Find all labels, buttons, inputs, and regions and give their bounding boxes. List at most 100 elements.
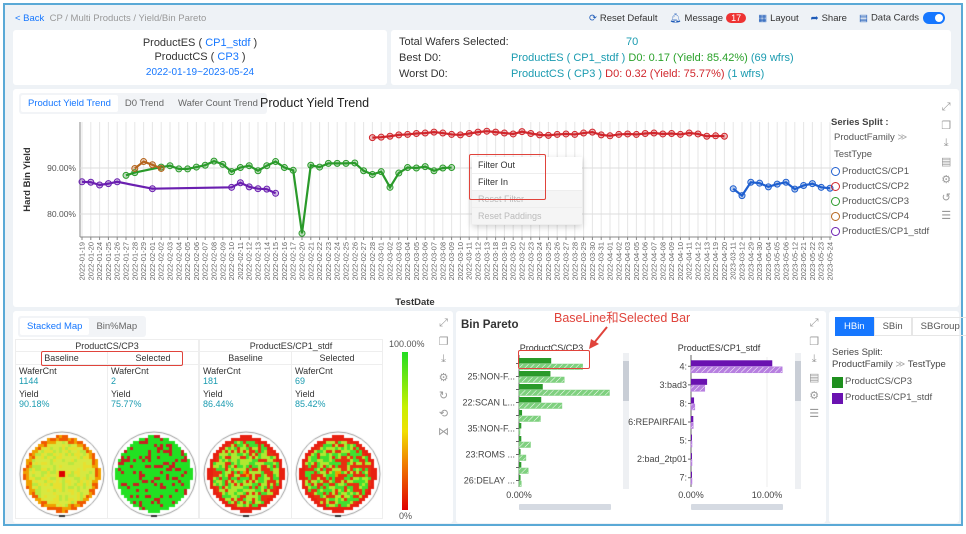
baseline-bar[interactable] [691, 360, 773, 367]
expand-icon[interactable]: ⤢ [439, 317, 448, 329]
reset-icon[interactable]: ↺ [941, 192, 951, 204]
data-point[interactable] [544, 131, 552, 139]
data-point[interactable] [500, 129, 508, 137]
download-icon[interactable]: ⤓ [943, 137, 949, 149]
data-point[interactable] [131, 164, 139, 172]
data-point[interactable] [395, 131, 403, 139]
baseline-bar[interactable] [691, 397, 695, 404]
split-chips[interactable]: ProductFamily ≫ TestType [832, 359, 946, 371]
data-point[interactable] [377, 168, 385, 176]
data-point[interactable] [236, 164, 244, 172]
tab-sbin[interactable]: SBin [873, 317, 912, 336]
data-point[interactable] [157, 164, 165, 172]
data-point[interactable] [412, 130, 420, 137]
data-cards-toggle[interactable]: ▤ Data Cards [859, 12, 945, 24]
data-point[interactable] [536, 131, 544, 139]
tab-d0-trend[interactable]: D0 Trend [124, 98, 164, 109]
message-button[interactable]: 🔔︎ Message 17 [669, 12, 747, 24]
pareto-charts[interactable]: ProductCS/CP3 25:NON-F... 22:SCAN L... 35:N… [5, 5, 835, 534]
settings-icon[interactable]: ⚙ [809, 390, 820, 402]
download-icon[interactable]: ⤓ [441, 353, 446, 365]
data-point[interactable] [421, 129, 429, 137]
data-point[interactable] [272, 158, 280, 166]
tab-wafer-count-trend[interactable]: Wafer Count Trend [178, 98, 258, 109]
data-point[interactable] [386, 183, 394, 191]
selected-bar[interactable] [690, 459, 693, 466]
copy-icon[interactable]: ❐ [438, 336, 449, 348]
data-point[interactable] [615, 130, 623, 138]
legend-item[interactable]: ProductCS/CP3 [831, 196, 929, 207]
selected-bar[interactable] [518, 467, 529, 474]
data-point[interactable] [650, 129, 658, 137]
data-point[interactable] [245, 162, 253, 170]
series-line-productcs-cp3[interactable] [125, 159, 452, 234]
horizontal-scrollbar[interactable] [519, 504, 611, 510]
data-point[interactable] [96, 181, 104, 189]
data-point[interactable] [316, 163, 324, 171]
data-point[interactable] [263, 185, 271, 193]
data-point[interactable] [166, 162, 174, 170]
data-point[interactable] [148, 185, 156, 193]
baseline-bar[interactable] [519, 410, 523, 416]
data-point[interactable] [571, 130, 579, 138]
data-point[interactable] [289, 166, 297, 174]
selected-bar[interactable] [518, 402, 563, 409]
data-point[interactable] [782, 178, 790, 186]
data-point[interactable] [808, 180, 816, 188]
breadcrumb-cp[interactable]: CP [49, 13, 63, 24]
data-point[interactable] [694, 130, 702, 138]
data-point[interactable] [113, 178, 121, 186]
tab-hbin[interactable]: HBin [835, 317, 874, 336]
data-point[interactable] [148, 161, 156, 169]
reset-default-button[interactable]: ⟳ Reset Default [589, 13, 658, 24]
scroll-thumb[interactable] [795, 361, 801, 401]
split-chip-test-type[interactable]: TestType [834, 149, 873, 160]
data-point[interactable] [87, 178, 95, 186]
data-point[interactable] [527, 130, 535, 137]
data-point[interactable] [562, 130, 570, 138]
data-point[interactable] [791, 185, 799, 193]
selected-bar[interactable] [518, 480, 522, 487]
data-point[interactable] [659, 130, 667, 138]
data-point[interactable] [773, 180, 781, 188]
data-point[interactable] [553, 130, 561, 138]
data-point[interactable] [720, 132, 728, 140]
legend-item-es-cp1[interactable]: ProductES/CP1_stdf [832, 392, 946, 404]
wafer-map[interactable] [18, 430, 106, 518]
data-point[interactable] [395, 169, 403, 177]
selected-bar[interactable] [690, 366, 783, 374]
data-point[interactable] [412, 164, 420, 172]
tab-stacked-map[interactable]: Stacked Map [20, 318, 90, 335]
baseline-bar[interactable] [691, 471, 692, 478]
data-point[interactable] [668, 130, 676, 137]
data-point[interactable] [333, 159, 341, 167]
share-button[interactable]: ➦ Share [811, 13, 847, 24]
baseline-bar[interactable] [519, 436, 522, 442]
baseline-bar[interactable] [519, 475, 521, 481]
data-point[interactable] [342, 159, 350, 167]
selected-bar[interactable] [518, 454, 527, 461]
tab-sbgroup[interactable]: SBGroup [911, 317, 966, 336]
baseline-bar[interactable] [691, 434, 692, 441]
back-link[interactable]: < Back [15, 13, 45, 24]
legend-item[interactable]: ProductCS/CP1 [831, 166, 929, 177]
data-point[interactable] [192, 163, 200, 171]
legend-item[interactable]: ProductES/CP1_stdf [831, 226, 929, 237]
selected-bar[interactable] [518, 376, 565, 383]
scroll-thumb[interactable] [623, 361, 629, 401]
copy-icon[interactable]: ❐ [809, 336, 820, 348]
toggle-switch[interactable] [923, 12, 945, 24]
data-point[interactable] [439, 129, 447, 137]
selected-bar[interactable] [518, 441, 531, 448]
data-point[interactable] [104, 180, 112, 188]
data-point[interactable] [448, 164, 456, 172]
flip-icon[interactable]: ⟲ [438, 408, 449, 420]
data-point[interactable] [254, 167, 262, 175]
yield-trend-chart[interactable]: 2022-01-19 2022-01-20 2022-01-24 2022-01-25… [5, 5, 965, 315]
vertical-scrollbar[interactable] [795, 353, 801, 489]
data-point[interactable] [254, 185, 262, 193]
selected-bar[interactable] [690, 440, 693, 448]
selected-bar[interactable] [690, 385, 706, 392]
baseline-bar[interactable] [519, 371, 551, 377]
series-line-productes-cp1-stdf[interactable] [81, 180, 277, 195]
